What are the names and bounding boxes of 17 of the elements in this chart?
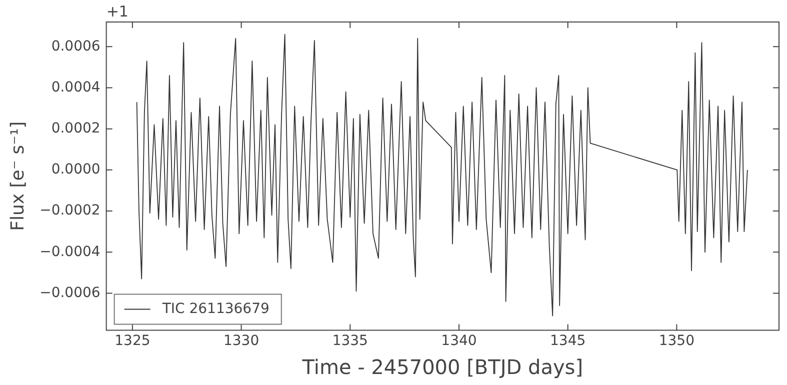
x-tick-label: 1350	[658, 333, 695, 350]
y-tick-label: 0.0004	[51, 79, 100, 96]
y-tick-label: −0.0006	[40, 284, 100, 301]
y-tick-label: 0.0006	[51, 38, 100, 54]
x-tick-label: 1330	[223, 333, 260, 350]
y-tick-label: 0.0000	[51, 162, 100, 178]
y-tick-label: −0.0002	[40, 202, 100, 219]
x-tick-label: 1335	[332, 333, 368, 350]
x-tick-label: 1340	[441, 333, 477, 350]
text: +1	[106, 2, 128, 20]
legend-label: TIC 261136679	[161, 300, 270, 317]
x-axis-title: Time - 2457000 [BTJD days]	[301, 355, 584, 380]
x-tick-label: 1325	[114, 333, 150, 350]
y-axis-title: Flux [e⁻ s⁻¹]	[7, 121, 28, 231]
y-tick-label: −0.0004	[40, 244, 100, 260]
y-tick-label: 0.0002	[51, 120, 100, 136]
x-tick-label: 1345	[550, 333, 586, 350]
